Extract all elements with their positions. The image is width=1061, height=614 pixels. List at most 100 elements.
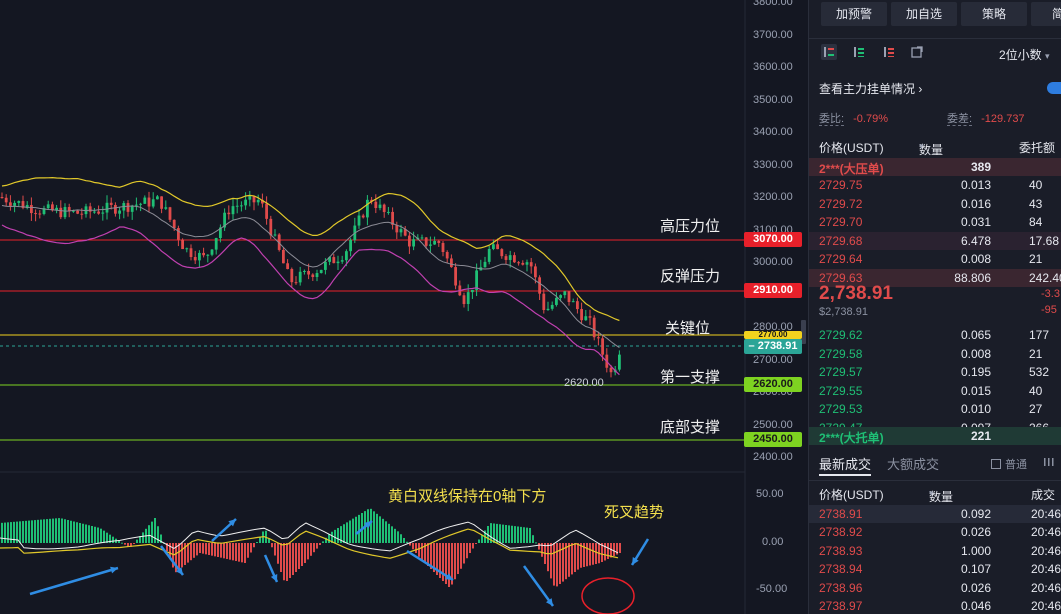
macd-histogram-bar: [259, 536, 261, 543]
ask-row[interactable]: 2729.63 88.806 242.40: [809, 268, 1061, 287]
candle-body: [546, 308, 550, 311]
macd-histogram-bar: [499, 524, 501, 543]
macd-histogram-bar: [586, 543, 588, 567]
macd-histogram-bar: [154, 518, 156, 543]
macd-histogram-bar: [340, 526, 342, 543]
candle-body: [328, 257, 331, 262]
ask-row[interactable]: 2729.72 0.016 43: [809, 195, 1061, 213]
macd-histogram-bar: [118, 540, 120, 543]
add-watchlist-button[interactable]: 加自选: [891, 2, 957, 26]
macd-histogram-bar: [100, 528, 102, 543]
bid-row[interactable]: 2729.53 0.010 27: [809, 400, 1061, 418]
candle-body: [378, 204, 382, 209]
candle-body: [399, 229, 403, 233]
candle-body: [500, 249, 504, 257]
macd-histogram-bar: [460, 543, 462, 569]
tab-latest-trades[interactable]: 最新成交: [819, 457, 872, 472]
strategy-button[interactable]: 策略: [961, 2, 1027, 26]
diff-label: 委差:: [947, 113, 973, 126]
macd-histogram-bar: [511, 525, 513, 543]
ask-row[interactable]: 2729.68 6.478 17.68: [809, 231, 1061, 250]
macd-histogram-bar: [316, 543, 318, 549]
macd-histogram-bar: [97, 527, 99, 543]
normal-filter[interactable]: 普通: [991, 456, 1027, 472]
price-chart[interactable]: 3800.00 3700.00 3600.00 3500.00 3400.00 3300.…: [0, 0, 808, 614]
macd-histogram-bar: [217, 543, 219, 557]
popout-icon[interactable]: [909, 44, 925, 60]
macd-histogram-bar: [193, 543, 195, 558]
tab-large-trades[interactable]: 大额成交: [887, 457, 940, 472]
row-qty: 0.065: [960, 328, 991, 342]
trade-row[interactable]: 2738.96 0.026 20:46: [809, 579, 1061, 597]
low-price-marker: 2620.00: [564, 377, 604, 389]
macd-histogram-bar: [550, 543, 552, 579]
header-price: 价格(USDT): [819, 141, 884, 155]
trade-row[interactable]: 2738.97 0.046 20:46: [809, 597, 1061, 614]
candle-body: [210, 249, 214, 255]
layout-both-icon[interactable]: [821, 44, 837, 60]
row-qty: 0.092: [960, 507, 991, 521]
depth-toggle[interactable]: [1047, 82, 1061, 94]
macd-histogram-bar: [421, 543, 423, 560]
trade-row[interactable]: 2738.94 0.107 20:46: [809, 560, 1061, 578]
candle-body: [387, 211, 390, 213]
macd-histogram-bar: [370, 508, 372, 543]
candle-body: [143, 197, 147, 204]
macd-histogram-bar: [427, 543, 429, 566]
row-price: 2729.62: [819, 328, 863, 342]
candle-body: [340, 260, 344, 262]
ratio-value: -0.79%: [853, 113, 888, 125]
trade-row[interactable]: 2738.93 1.000 20:46: [809, 542, 1061, 560]
candle-body: [534, 266, 537, 278]
macd-histogram-bar: [604, 543, 606, 561]
precision-select[interactable]: 2位小数 ▾: [999, 46, 1050, 63]
candle-body: [336, 261, 340, 264]
bid-row[interactable]: 2729.62 0.065 177: [809, 326, 1061, 344]
layout-bids-icon[interactable]: [851, 44, 867, 60]
candle-body: [219, 227, 222, 239]
macd-histogram-bar: [130, 543, 132, 547]
row-time: 20:46: [1031, 562, 1061, 577]
candle-body: [189, 248, 193, 258]
candle-body: [555, 297, 558, 305]
bid-row[interactable]: 2729.57 0.195 532: [809, 363, 1061, 381]
depth-link[interactable]: 查看主力挂单情况 ›: [819, 80, 922, 97]
bid-row[interactable]: 2729.55 0.015 40: [809, 382, 1061, 400]
macd-histogram-bar: [547, 543, 549, 572]
macd-histogram-bar: [343, 524, 345, 543]
macd-histogram-bar: [16, 521, 18, 543]
overview-button[interactable]: 简况: [1031, 2, 1061, 26]
candle-body: [55, 207, 58, 211]
macd-histogram-bar: [274, 543, 276, 556]
ask-row[interactable]: 2729.64 0.008 21: [809, 250, 1061, 268]
candle-body: [88, 206, 92, 212]
macd-histogram-bar: [31, 520, 33, 543]
candle-body: [277, 234, 281, 250]
macd-histogram-bar: [37, 519, 39, 543]
add-alert-button[interactable]: 加预警: [821, 2, 887, 26]
macd-histogram-bar: [106, 532, 108, 543]
layout-asks-icon[interactable]: [881, 44, 897, 60]
bid-row[interactable]: 2729.58 0.008 21: [809, 345, 1061, 363]
candle-body: [550, 304, 554, 309]
macd-histogram-bar: [196, 543, 198, 556]
ask-row[interactable]: 2729.75 0.013 40: [809, 176, 1061, 194]
trade-row[interactable]: 2738.92 0.026 20:46: [809, 523, 1061, 541]
ask-row[interactable]: 2729.70 0.031 84: [809, 213, 1061, 231]
trade-row[interactable]: 2738.91 0.092 20:46: [809, 505, 1061, 523]
macd-tick-label: -50.00: [756, 583, 788, 595]
macd-histogram-bar: [379, 516, 381, 543]
macd-histogram-bar: [436, 543, 438, 575]
candle-body: [38, 213, 42, 215]
macd-histogram-bar: [298, 543, 300, 569]
macd-histogram-bar: [220, 543, 222, 558]
macd-histogram-bar: [445, 543, 447, 584]
price-tick-label: 3200.00: [753, 191, 793, 203]
macd-histogram-bar: [76, 522, 78, 543]
candle-body: [382, 204, 386, 213]
row-price: 2729.64: [819, 252, 863, 266]
macd-histogram-bar: [280, 543, 282, 572]
candlestick-canvas[interactable]: [0, 0, 808, 614]
candle-body: [248, 196, 252, 200]
trades-settings-icon[interactable]: [1043, 456, 1055, 468]
